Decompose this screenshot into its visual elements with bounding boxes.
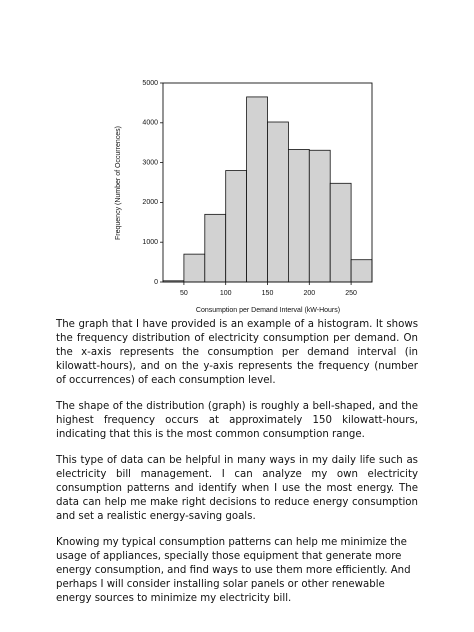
paragraph: This type of data can be helpful in many… bbox=[56, 455, 418, 522]
x-tick-label: 200 bbox=[303, 290, 315, 297]
paragraph: Knowing my typical consumption patterns … bbox=[56, 537, 411, 604]
x-tick-label: 250 bbox=[345, 290, 357, 297]
bar bbox=[225, 170, 247, 283]
bar bbox=[267, 121, 289, 283]
y-tick-label: 3000 bbox=[142, 159, 158, 166]
bar bbox=[350, 259, 373, 283]
paragraph: The shape of the distribution (graph) is… bbox=[56, 401, 418, 440]
y-tick-label: 2000 bbox=[142, 199, 158, 206]
bar bbox=[308, 149, 331, 283]
paragraph: The graph that I have provided is an exa… bbox=[56, 319, 418, 386]
bar bbox=[246, 96, 268, 283]
body-text: The graph that I have provided is an exa… bbox=[56, 318, 418, 618]
bar bbox=[183, 253, 206, 283]
bar bbox=[287, 149, 310, 283]
y-axis-label: Frequency (Number of Occurrences) bbox=[115, 126, 122, 240]
y-tick-label: 1000 bbox=[142, 239, 158, 246]
histogram: Frequency (Number of Occurrences) Consum… bbox=[115, 80, 373, 314]
bar bbox=[204, 213, 227, 283]
y-tick-label: 5000 bbox=[142, 80, 158, 87]
y-tick-label: 0 bbox=[154, 279, 158, 286]
x-axis-label: Consumption per Demand Interval (kW-Hour… bbox=[196, 307, 340, 314]
x-tick-label: 50 bbox=[180, 290, 188, 297]
x-tick-label: 150 bbox=[262, 290, 274, 297]
y-tick-label: 4000 bbox=[142, 120, 158, 127]
x-tick-label: 100 bbox=[220, 290, 232, 297]
bar bbox=[329, 182, 352, 283]
